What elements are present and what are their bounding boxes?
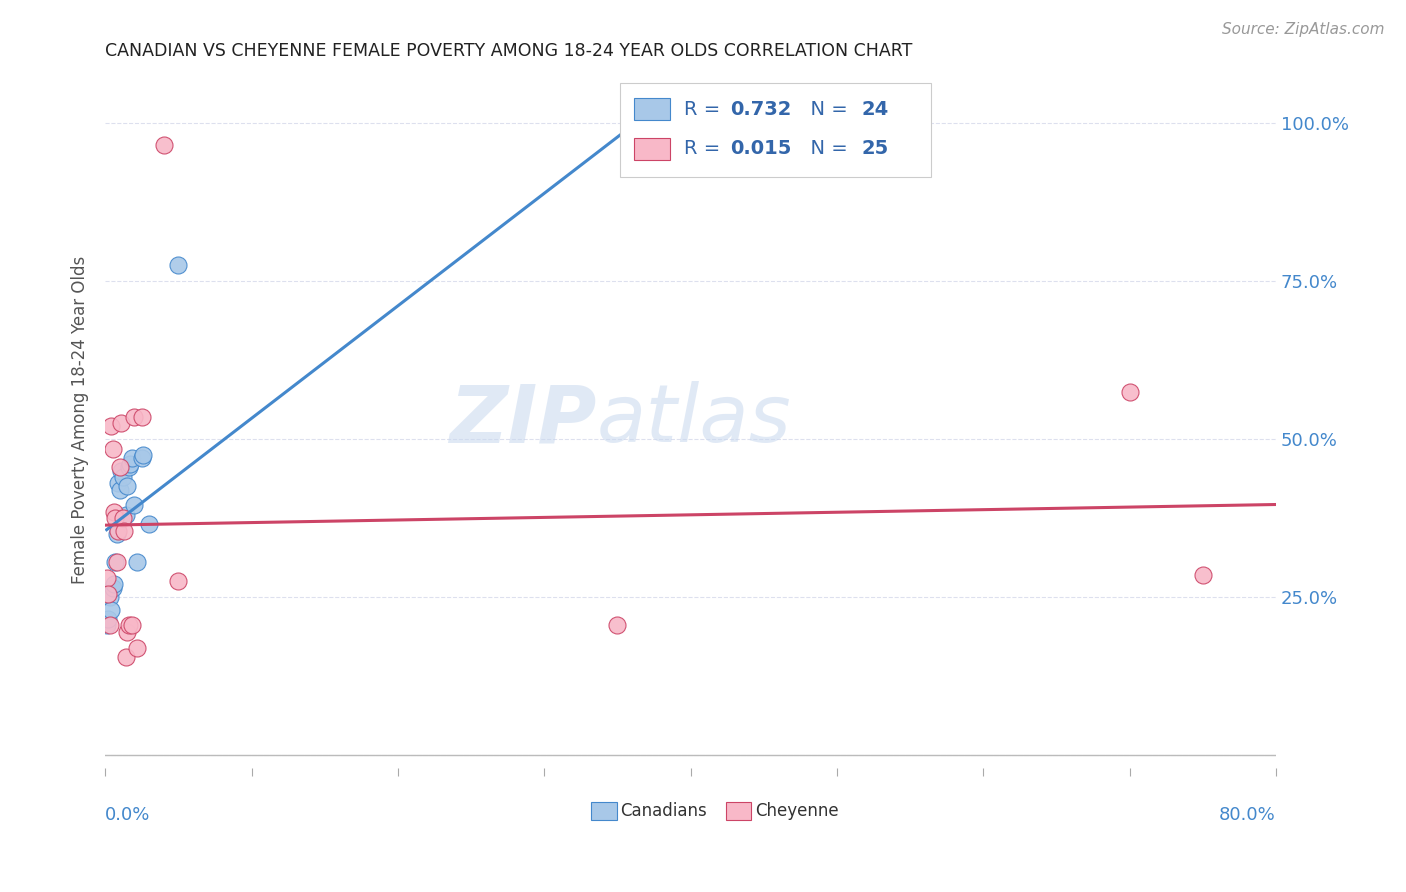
Point (124, 499, 146, 513)
Point (108, 460, 131, 475)
Point (124, 409, 146, 424)
Point (103, 577, 125, 591)
Point (97, 587, 120, 601)
Point (131, 409, 153, 424)
Text: 25: 25 (862, 139, 889, 159)
Point (117, 460, 139, 475)
Point (96, 571, 118, 585)
Text: Canadians: Canadians (620, 802, 707, 820)
FancyBboxPatch shape (725, 803, 751, 820)
Point (110, 464, 132, 478)
Point (107, 524, 129, 538)
Text: N =: N = (799, 139, 855, 159)
Text: ZIP: ZIP (450, 381, 598, 459)
Point (167, 574, 190, 589)
Point (100, 419, 122, 434)
Point (114, 650, 136, 665)
FancyBboxPatch shape (634, 98, 669, 120)
Point (97, 612, 120, 626)
Text: R =: R = (683, 139, 725, 159)
Text: CANADIAN VS CHEYENNE FEMALE POVERTY AMONG 18-24 YEAR OLDS CORRELATION CHART: CANADIAN VS CHEYENNE FEMALE POVERTY AMON… (105, 42, 912, 60)
Point (131, 450, 153, 465)
Point (115, 624, 138, 639)
Point (112, 524, 135, 538)
Point (606, 618, 628, 632)
Point (101, 442, 124, 456)
Point (114, 508, 136, 522)
Text: 24: 24 (862, 100, 889, 119)
Y-axis label: Female Poverty Among 18-24 Year Olds: Female Poverty Among 18-24 Year Olds (72, 256, 89, 584)
Point (101, 581, 124, 595)
Point (650, 132, 672, 146)
Point (111, 470, 134, 484)
Point (120, 458, 142, 472)
Point (1191, 568, 1213, 582)
Point (107, 476, 129, 491)
Point (121, 618, 143, 632)
Text: 0.015: 0.015 (730, 139, 792, 159)
Point (100, 603, 122, 617)
Text: 0.732: 0.732 (730, 100, 792, 119)
Point (98, 590, 121, 604)
Point (138, 517, 160, 532)
Point (127, 555, 149, 569)
Point (1118, 384, 1140, 399)
Point (152, 138, 174, 153)
Point (132, 448, 155, 462)
Text: 0.0%: 0.0% (105, 806, 150, 824)
Point (121, 450, 143, 465)
Point (108, 483, 131, 497)
Point (104, 555, 127, 569)
FancyBboxPatch shape (634, 137, 669, 160)
Text: 80.0%: 80.0% (1219, 806, 1277, 824)
Text: Cheyenne: Cheyenne (755, 802, 838, 820)
Text: R =: R = (683, 100, 725, 119)
Point (167, 258, 190, 272)
Text: atlas: atlas (598, 381, 792, 459)
Point (98, 618, 121, 632)
Point (111, 511, 134, 525)
Point (104, 511, 127, 525)
Point (127, 640, 149, 655)
Point (103, 505, 125, 519)
FancyBboxPatch shape (620, 83, 931, 177)
Point (105, 555, 128, 569)
FancyBboxPatch shape (591, 803, 617, 820)
Text: N =: N = (799, 100, 855, 119)
Text: Source: ZipAtlas.com: Source: ZipAtlas.com (1222, 22, 1385, 37)
Point (105, 526, 128, 541)
Point (117, 618, 139, 632)
Point (96, 618, 118, 632)
Point (115, 479, 138, 493)
Point (110, 416, 132, 430)
